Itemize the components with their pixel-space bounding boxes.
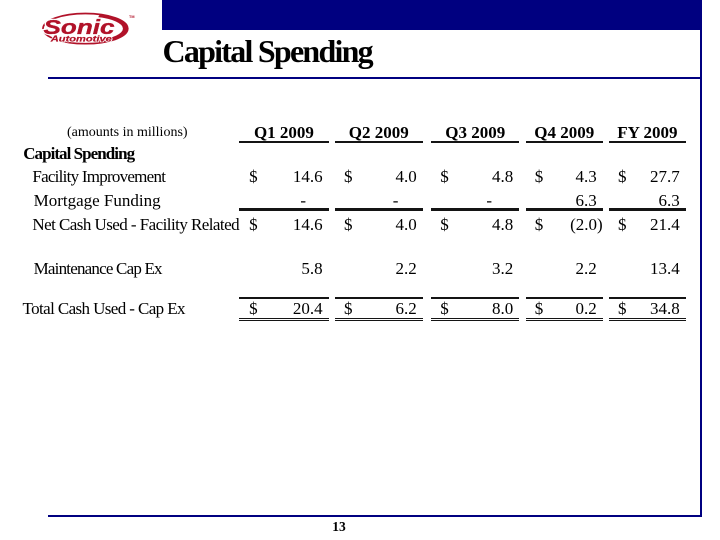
svg-text:Sonic: Sonic: [44, 16, 116, 39]
svg-text:TM: TM: [129, 15, 134, 19]
svg-text:Sonic: Sonic: [44, 16, 116, 39]
svg-text:Automotive: Automotive: [49, 34, 112, 43]
svg-text:Automotive: Automotive: [49, 34, 112, 43]
